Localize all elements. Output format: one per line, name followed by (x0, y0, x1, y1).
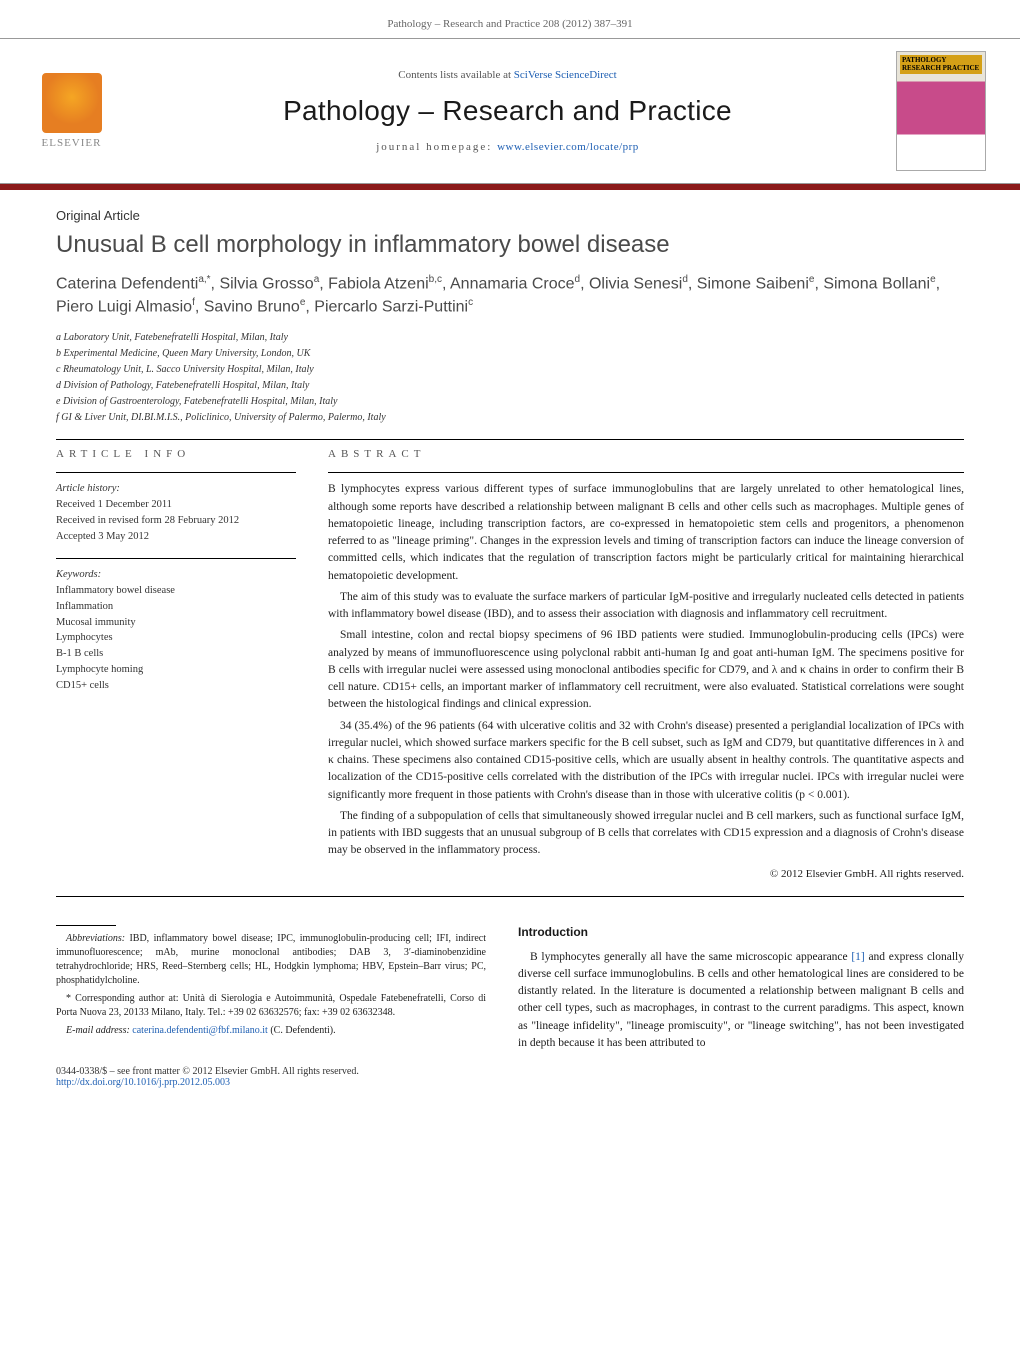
journal-homepage-line: journal homepage: www.elsevier.com/locat… (119, 141, 896, 153)
abstract-text: B lymphocytes express various different … (328, 481, 964, 859)
front-matter-line: 0344-0338/$ – see front matter © 2012 El… (56, 1066, 964, 1077)
divider (56, 439, 964, 440)
abstract-copyright: © 2012 Elsevier GmbH. All rights reserve… (328, 868, 964, 880)
publisher-logo-block: ELSEVIER (24, 73, 119, 150)
article-history: Article history: Received 1 December 201… (56, 481, 296, 544)
cover-thumbnail-block: PATHOLOGY RESEARCH PRACTICE (896, 51, 996, 171)
homepage-link[interactable]: www.elsevier.com/locate/prp (497, 141, 639, 153)
accent-bar (0, 184, 1020, 190)
bottom-matter: 0344-0338/$ – see front matter © 2012 El… (0, 1052, 1020, 1112)
author-list: Caterina Defendentia,*, Silvia Grossoa, … (56, 273, 964, 318)
keywords-heading: Keywords: (56, 567, 296, 583)
contents-prefix: Contents lists available at (398, 69, 513, 81)
doi-link[interactable]: http://dx.doi.org/10.1016/j.prp.2012.05.… (56, 1077, 230, 1088)
divider (56, 896, 964, 897)
article-info-label: article info (56, 448, 296, 460)
homepage-prefix: journal homepage: (376, 141, 497, 153)
divider (328, 472, 964, 473)
contents-available-line: Contents lists available at SciVerse Sci… (119, 69, 896, 81)
journal-title: Pathology – Research and Practice (119, 95, 896, 127)
footnotes-column: Abbreviations: IBD, inflammatory bowel d… (56, 925, 486, 1053)
sciencedirect-link[interactable]: SciVerse ScienceDirect (514, 69, 617, 81)
running-head: Pathology – Research and Practice 208 (2… (0, 0, 1020, 38)
elsevier-tree-icon (42, 73, 102, 133)
abbreviations-footnote: Abbreviations: IBD, inflammatory bowel d… (56, 932, 486, 988)
keywords-block: Keywords: Inflammatory bowel diseaseInfl… (56, 567, 296, 693)
article-title: Unusual B cell morphology in inflammator… (56, 231, 964, 259)
cover-label: PATHOLOGY RESEARCH PRACTICE (900, 55, 982, 74)
email-footnote: E-mail address: caterina.defendenti@fbf.… (56, 1024, 486, 1038)
introduction-text: B lymphocytes generally all have the sam… (518, 949, 964, 1053)
corresponding-author-footnote: * Corresponding author at: Unità di Sier… (56, 992, 486, 1020)
divider (56, 472, 296, 473)
divider (56, 558, 296, 559)
history-heading: Article history: (56, 481, 296, 497)
journal-banner: ELSEVIER Contents lists available at Sci… (0, 38, 1020, 184)
journal-cover-thumbnail: PATHOLOGY RESEARCH PRACTICE (896, 51, 986, 171)
footnote-separator (56, 925, 116, 926)
introduction-heading: Introduction (518, 925, 964, 939)
article-type: Original Article (56, 208, 964, 223)
abstract-label: abstract (328, 448, 964, 460)
affiliations: a Laboratory Unit, Fatebenefratelli Hosp… (56, 330, 964, 425)
publisher-name: ELSEVIER (42, 137, 102, 149)
